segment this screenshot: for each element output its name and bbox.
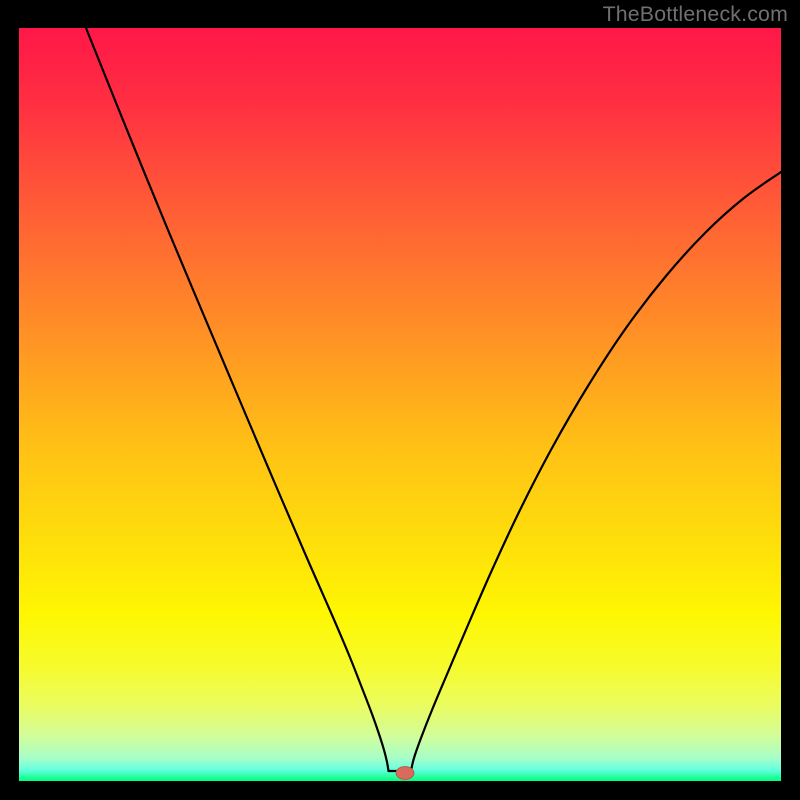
optimum-marker bbox=[396, 767, 414, 780]
chart-frame: TheBottleneck.com bbox=[0, 0, 800, 800]
bottleneck-chart-svg bbox=[0, 0, 800, 800]
plot-background bbox=[19, 28, 781, 781]
